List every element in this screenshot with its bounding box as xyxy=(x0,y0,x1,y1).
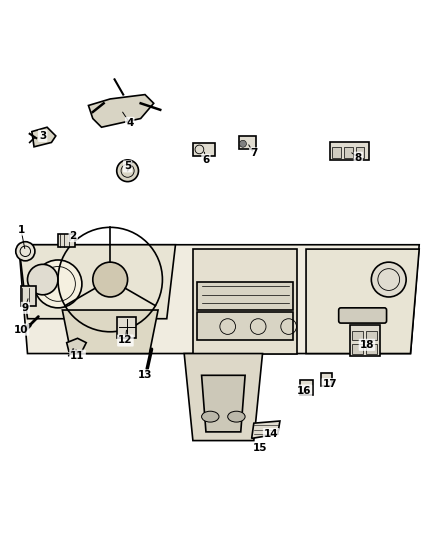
FancyBboxPatch shape xyxy=(197,312,293,341)
Polygon shape xyxy=(62,310,158,353)
Polygon shape xyxy=(19,245,419,353)
Polygon shape xyxy=(19,245,176,319)
Polygon shape xyxy=(239,136,256,149)
Text: 11: 11 xyxy=(71,351,85,361)
Circle shape xyxy=(28,264,58,295)
Ellipse shape xyxy=(201,411,219,422)
Ellipse shape xyxy=(228,411,245,422)
Text: 8: 8 xyxy=(355,152,362,163)
Polygon shape xyxy=(252,421,280,439)
Text: 6: 6 xyxy=(202,155,209,165)
Text: 10: 10 xyxy=(14,325,28,335)
Bar xyxy=(352,344,363,353)
Polygon shape xyxy=(32,127,56,147)
Bar xyxy=(332,147,341,158)
Bar xyxy=(321,373,332,386)
Bar xyxy=(330,142,369,160)
Text: 17: 17 xyxy=(323,379,337,389)
Bar xyxy=(366,331,377,341)
Text: 3: 3 xyxy=(39,131,46,141)
Bar xyxy=(356,147,364,158)
Polygon shape xyxy=(193,249,297,353)
Circle shape xyxy=(371,262,406,297)
Circle shape xyxy=(34,260,82,308)
Polygon shape xyxy=(184,353,262,441)
Circle shape xyxy=(16,241,35,261)
Polygon shape xyxy=(67,338,86,351)
Circle shape xyxy=(93,262,127,297)
Text: 12: 12 xyxy=(118,335,133,345)
Polygon shape xyxy=(306,249,419,353)
Text: 7: 7 xyxy=(250,148,258,158)
Bar xyxy=(21,286,36,305)
Text: 2: 2 xyxy=(70,231,77,241)
FancyBboxPatch shape xyxy=(197,282,293,310)
Text: 15: 15 xyxy=(253,443,268,453)
Text: 13: 13 xyxy=(138,370,152,381)
Polygon shape xyxy=(88,94,154,127)
Bar xyxy=(193,143,215,156)
Text: 4: 4 xyxy=(126,118,134,128)
Text: 1: 1 xyxy=(18,224,25,235)
Bar xyxy=(300,379,313,395)
FancyBboxPatch shape xyxy=(339,308,387,323)
Bar xyxy=(117,317,136,338)
Bar xyxy=(344,147,353,158)
Circle shape xyxy=(117,160,138,182)
Text: 14: 14 xyxy=(264,429,279,439)
Polygon shape xyxy=(201,375,245,432)
Text: 9: 9 xyxy=(22,303,29,313)
Text: 16: 16 xyxy=(297,385,311,395)
Bar xyxy=(58,234,75,247)
Circle shape xyxy=(240,140,247,147)
Bar xyxy=(350,325,380,356)
Text: 18: 18 xyxy=(360,340,374,350)
Text: 5: 5 xyxy=(124,161,131,172)
Bar xyxy=(352,331,363,341)
Bar xyxy=(366,344,377,353)
